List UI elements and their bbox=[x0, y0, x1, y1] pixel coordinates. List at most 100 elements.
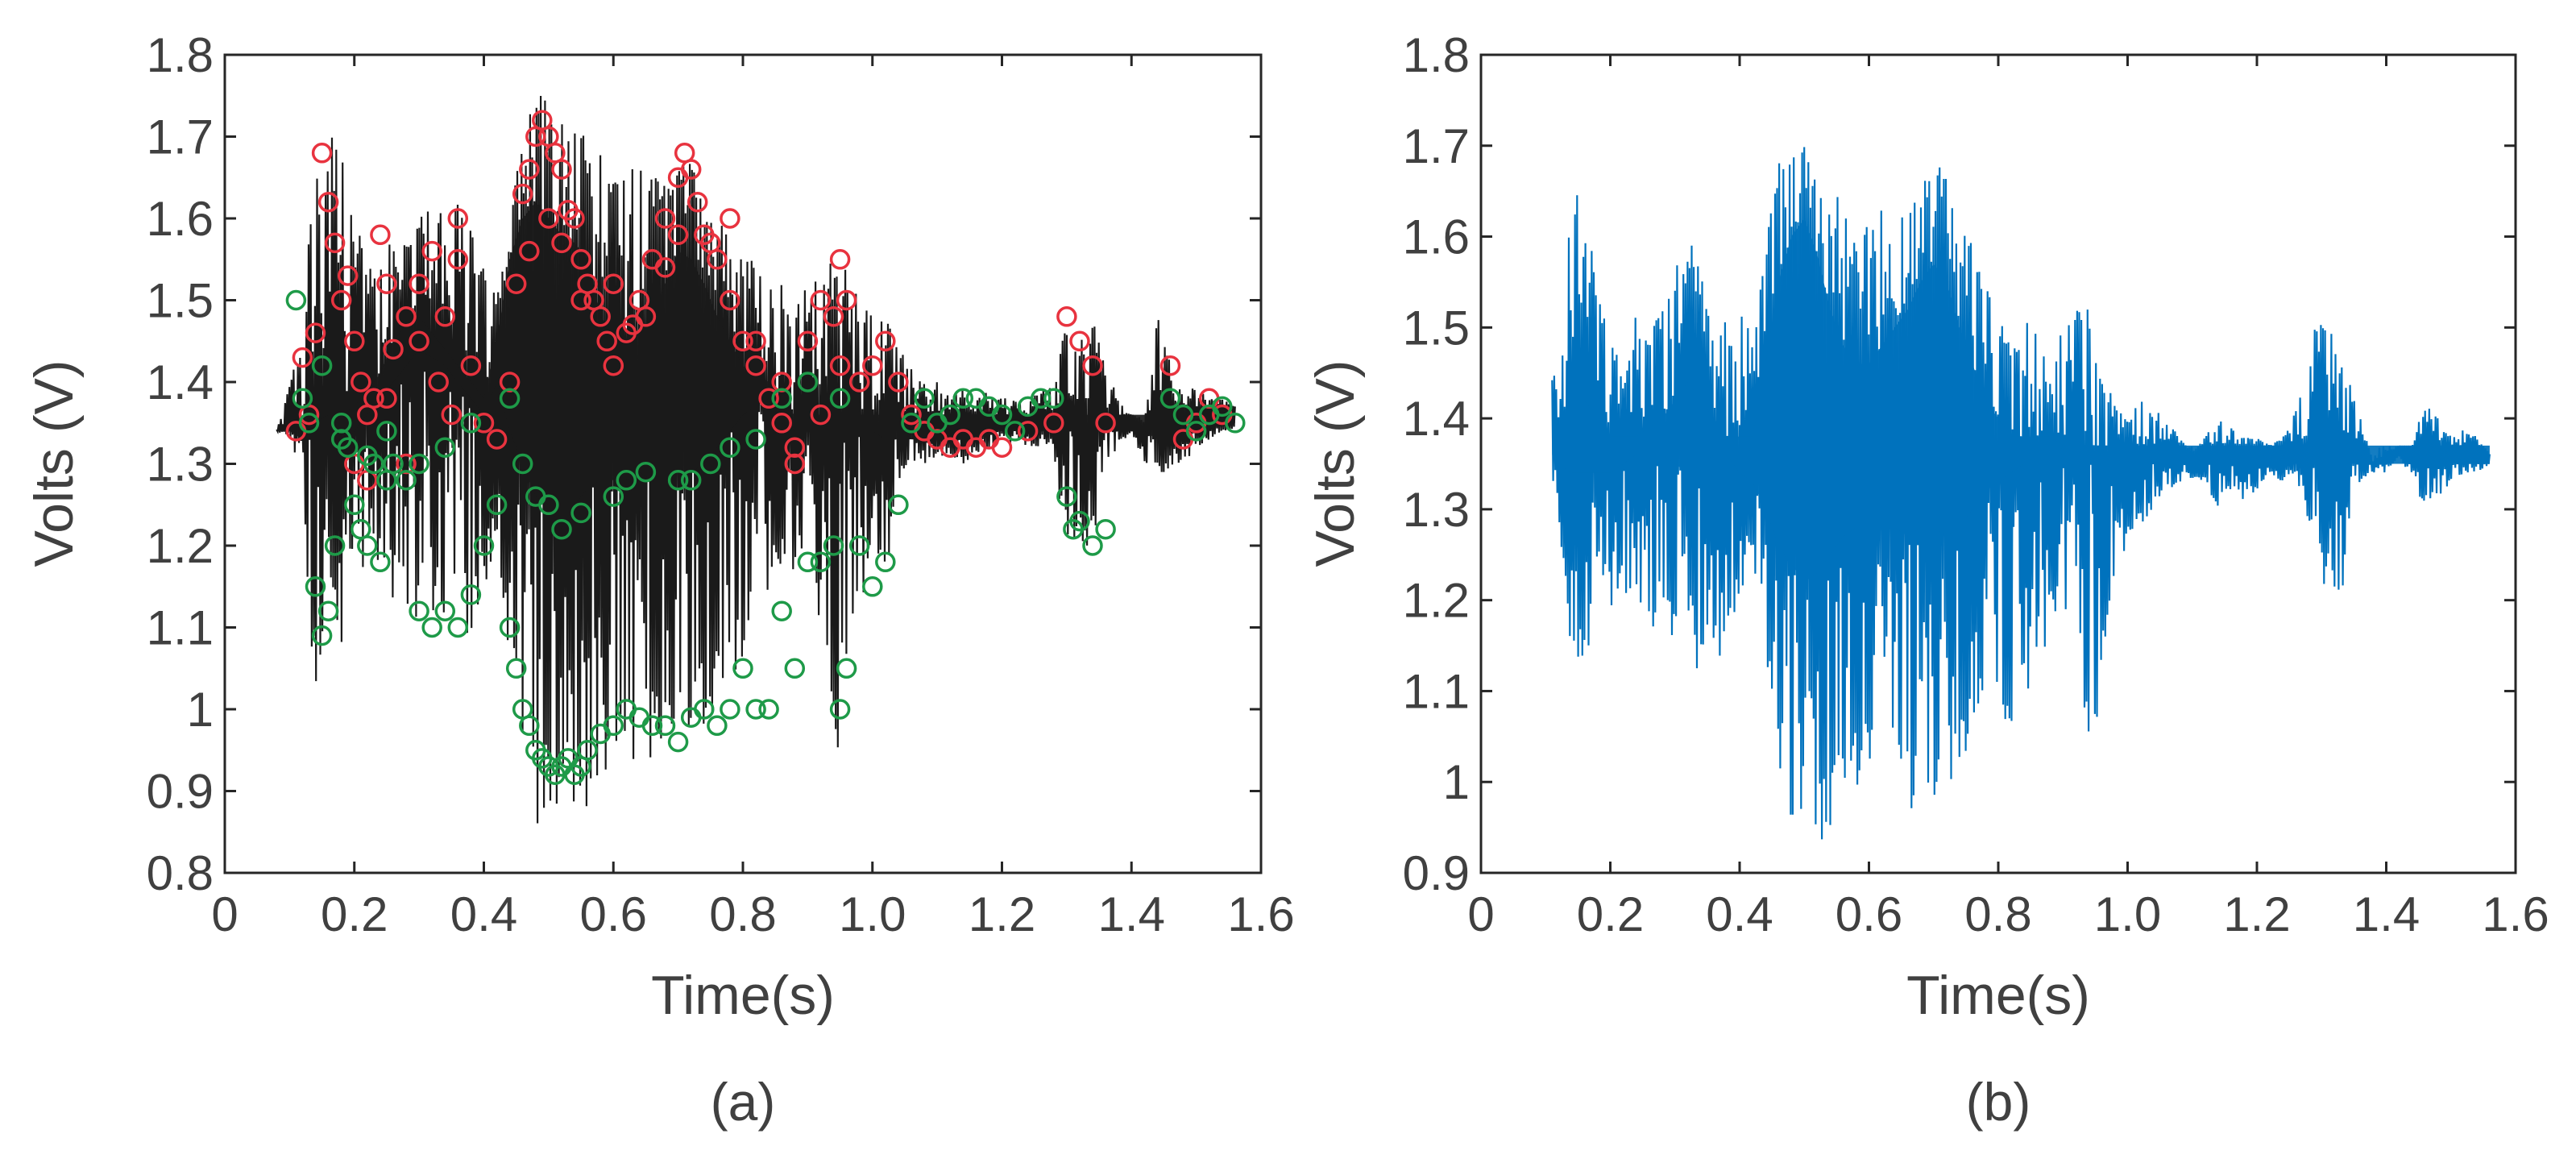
data-point bbox=[707, 715, 728, 737]
panel-a-x-axis-label: Time(s) bbox=[651, 965, 835, 1026]
data-point bbox=[311, 625, 333, 646]
data-point bbox=[519, 715, 540, 737]
data-point bbox=[305, 322, 326, 343]
data-point bbox=[512, 183, 533, 205]
data-point bbox=[940, 404, 960, 426]
data-point bbox=[590, 306, 611, 327]
data-point bbox=[370, 551, 391, 573]
panel-a-y-axis: 0.8 0.9 1 1.1 1.2 1.3 1.4 1.5 1.6 1.7 1.8 bbox=[147, 28, 1261, 900]
data-point bbox=[570, 249, 591, 270]
x-tick-label: 1.4 bbox=[2353, 887, 2420, 941]
data-point bbox=[460, 584, 482, 605]
data-point bbox=[519, 240, 540, 262]
y-tick-label: 0.9 bbox=[1403, 846, 1470, 900]
data-point bbox=[383, 453, 404, 475]
data-point bbox=[409, 330, 429, 352]
data-point bbox=[434, 306, 456, 327]
data-point bbox=[797, 372, 819, 393]
data-point bbox=[603, 355, 624, 376]
data-point bbox=[577, 740, 598, 761]
data-point bbox=[1030, 388, 1052, 409]
data-point bbox=[421, 617, 442, 638]
panel-b-x-axis-label: Time(s) bbox=[1906, 965, 2090, 1026]
data-point bbox=[797, 551, 819, 573]
y-tick-label: 1.4 bbox=[1403, 392, 1470, 446]
x-tick-label: 0 bbox=[1467, 887, 1494, 941]
data-point bbox=[519, 159, 540, 180]
data-point bbox=[428, 372, 449, 393]
x-tick-label: 0.6 bbox=[580, 887, 647, 941]
data-point bbox=[745, 429, 766, 450]
data-point bbox=[596, 330, 617, 352]
y-tick-label: 1.5 bbox=[1403, 301, 1470, 355]
data-point bbox=[758, 388, 779, 409]
y-tick-label: 1.5 bbox=[147, 274, 214, 328]
data-point bbox=[551, 232, 572, 254]
x-tick-label: 0.4 bbox=[450, 887, 517, 941]
data-point bbox=[447, 249, 469, 270]
data-point bbox=[829, 249, 851, 270]
y-tick-label: 1.8 bbox=[147, 28, 214, 82]
data-point bbox=[505, 658, 527, 679]
data-point bbox=[473, 535, 495, 556]
data-point bbox=[829, 699, 851, 720]
data-point bbox=[901, 413, 922, 434]
data-point bbox=[396, 470, 417, 491]
series-line bbox=[276, 95, 1236, 824]
x-tick-label: 1.2 bbox=[2223, 887, 2290, 941]
data-point bbox=[324, 535, 346, 556]
data-point bbox=[732, 658, 753, 679]
data-point bbox=[1172, 404, 1194, 426]
panel-a-caption: (a) bbox=[711, 1072, 776, 1132]
data-point bbox=[784, 437, 806, 458]
data-point bbox=[771, 600, 792, 621]
data-point bbox=[862, 355, 883, 376]
data-point bbox=[1082, 535, 1103, 556]
data-point bbox=[680, 159, 702, 180]
y-tick-label: 1.3 bbox=[1403, 483, 1470, 537]
y-tick-label: 1.1 bbox=[147, 601, 214, 655]
panel-a: 0 0.2 0.4 0.6 0.8 1.0 1.2 1.4 1.6 0.8 0.9 1 1.1 1.2 1… bbox=[23, 28, 1295, 1132]
data-point bbox=[1004, 421, 1026, 442]
data-point bbox=[848, 535, 870, 556]
data-point bbox=[486, 494, 508, 516]
data-point bbox=[901, 404, 922, 426]
data-point bbox=[344, 330, 365, 352]
x-tick-label: 0.4 bbox=[1706, 887, 1773, 941]
data-point bbox=[337, 265, 359, 286]
data-point bbox=[570, 289, 591, 311]
data-point bbox=[635, 306, 657, 327]
data-point bbox=[344, 494, 365, 516]
series-envelope bbox=[1552, 218, 2490, 583]
data-point bbox=[836, 658, 857, 679]
data-point bbox=[1095, 518, 1116, 540]
x-tick-label: 0.2 bbox=[321, 887, 388, 941]
data-point bbox=[538, 494, 559, 516]
y-tick-label: 1.2 bbox=[1403, 574, 1470, 628]
data-point bbox=[700, 232, 721, 254]
data-point bbox=[991, 437, 1013, 458]
data-point bbox=[317, 191, 339, 213]
data-point bbox=[486, 429, 508, 450]
data-point bbox=[551, 518, 572, 540]
data-point bbox=[460, 355, 482, 376]
data-point bbox=[836, 289, 857, 311]
data-point bbox=[991, 404, 1013, 426]
data-point bbox=[317, 600, 339, 621]
panel-b-x-axis: 0 0.2 0.4 0.6 0.8 1.0 1.2 1.4 1.6 bbox=[1467, 55, 2549, 941]
data-point bbox=[745, 699, 766, 720]
x-tick-label: 1.6 bbox=[2482, 887, 2549, 941]
data-point bbox=[888, 372, 909, 393]
data-point bbox=[654, 257, 676, 278]
data-point bbox=[635, 461, 657, 483]
data-point bbox=[641, 715, 663, 737]
y-tick-label: 1.8 bbox=[1403, 28, 1470, 82]
panel-b-data-layer bbox=[1551, 147, 2491, 840]
x-tick-label: 0.2 bbox=[1577, 887, 1644, 941]
series-line bbox=[1551, 147, 2491, 840]
series-b-0 bbox=[1551, 147, 2491, 840]
data-point bbox=[784, 658, 806, 679]
data-point bbox=[810, 551, 832, 573]
data-point bbox=[564, 208, 585, 229]
